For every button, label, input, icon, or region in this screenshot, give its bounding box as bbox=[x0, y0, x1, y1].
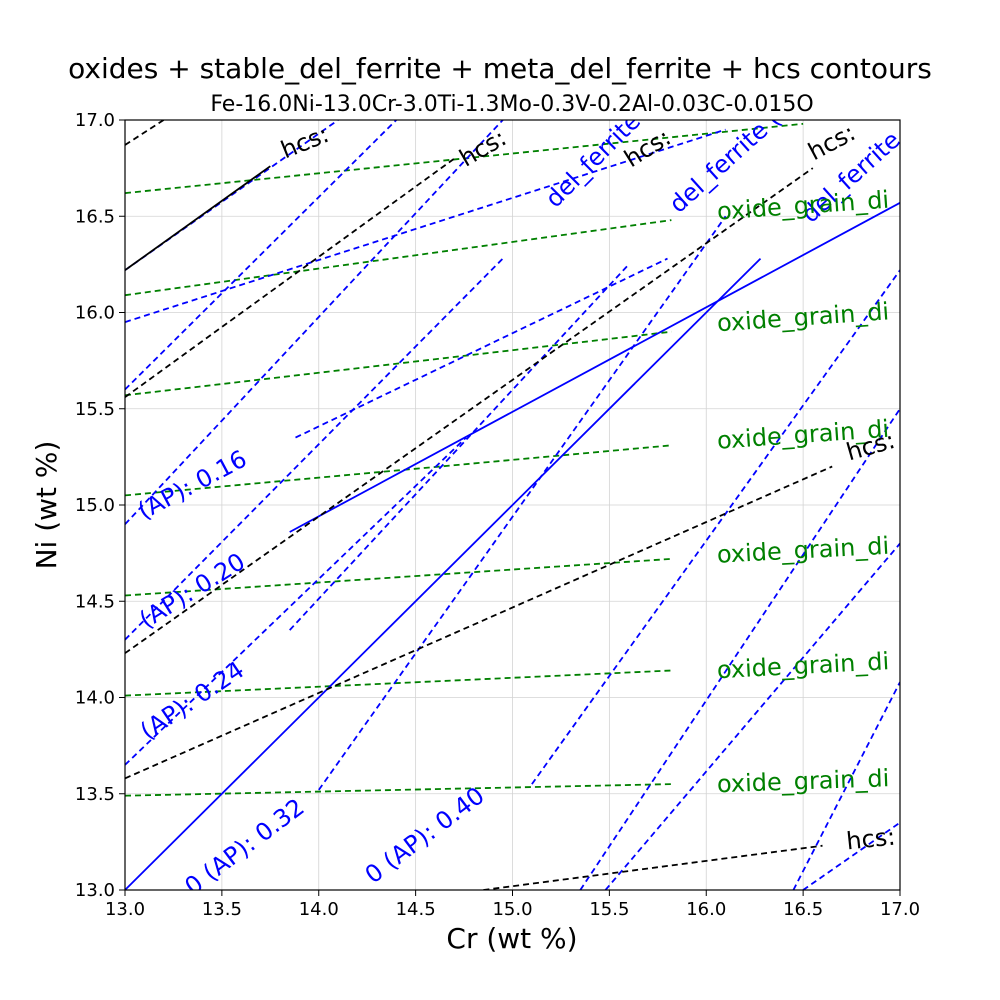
x-axis-label: Cr (wt %) bbox=[446, 922, 577, 955]
y-tick-label: 17.0 bbox=[75, 110, 115, 131]
y-tick-label: 13.0 bbox=[75, 880, 115, 901]
del-ferrite-contour-line bbox=[125, 120, 397, 391]
x-tick-label: 14.5 bbox=[396, 899, 436, 920]
contour-label: oxide_grain_di bbox=[716, 647, 890, 684]
oxide-contour-line bbox=[125, 444, 672, 497]
y-tick-label: 16.5 bbox=[75, 206, 115, 227]
y-tick-label: 14.5 bbox=[75, 591, 115, 612]
oxide-contour-line bbox=[125, 219, 672, 297]
hcs-contour-line bbox=[125, 465, 833, 780]
chart-title: oxides + stable_del_ferrite + meta_del_f… bbox=[68, 52, 932, 85]
contour-label: hcs: bbox=[845, 823, 897, 856]
del-ferrite-contour-line bbox=[125, 257, 762, 890]
del-ferrite-contour-line bbox=[531, 269, 900, 785]
del-ferrite-contour-line bbox=[125, 436, 467, 766]
y-axis-label: Ni (wt %) bbox=[30, 441, 63, 570]
x-tick-label: 16.0 bbox=[686, 899, 726, 920]
contour-label: hcs: bbox=[455, 124, 511, 173]
oxide-contour-line bbox=[125, 783, 672, 797]
x-tick-label: 13.5 bbox=[202, 899, 242, 920]
chart-subtitle: Fe-16.0Ni-13.0Cr-3.0Ti-1.3Mo-0.3V-0.2Al-… bbox=[210, 92, 813, 117]
x-tick-label: 17.0 bbox=[880, 899, 920, 920]
del-ferrite-contour-line bbox=[125, 128, 726, 323]
oxide-contour-line bbox=[125, 122, 804, 194]
y-tick-label: 15.5 bbox=[75, 399, 115, 420]
x-tick-label: 15.0 bbox=[492, 899, 532, 920]
del-ferrite-contour-line bbox=[579, 408, 900, 890]
contour-label: oxide_grain_di bbox=[716, 532, 890, 569]
del-ferrite-contour-line bbox=[318, 215, 727, 791]
del-ferrite-contour-line bbox=[792, 681, 900, 890]
contour-label: hcs: bbox=[277, 120, 333, 164]
x-tick-label: 13.0 bbox=[105, 899, 145, 920]
del-ferrite-contour-line bbox=[295, 257, 668, 439]
hcs-contour-line bbox=[125, 157, 455, 398]
contour-lines bbox=[125, 120, 900, 890]
oxide-contour-line bbox=[125, 669, 672, 697]
contour-label: 0 (AP): 0.32 bbox=[180, 793, 310, 901]
contour-label: (AP): 0.24 bbox=[135, 656, 249, 746]
hcs-contour-line bbox=[125, 167, 814, 654]
oxide-contour-line bbox=[125, 330, 672, 397]
y-tick-label: 14.0 bbox=[75, 688, 115, 709]
hcs-contour-line bbox=[483, 844, 823, 890]
y-tick-label: 15.0 bbox=[75, 495, 115, 516]
del-ferrite-contour-line bbox=[289, 263, 630, 631]
contour-label: (AP): 0.20 bbox=[134, 547, 250, 634]
contour-label: oxide_grain_di bbox=[716, 186, 890, 226]
y-tick-label: 16.0 bbox=[75, 303, 115, 324]
hcs-contour-line bbox=[125, 165, 271, 271]
x-tick-label: 16.5 bbox=[783, 899, 823, 920]
del-ferrite-contour-line bbox=[604, 542, 900, 890]
contour-label: 0 (AP): 0.40 bbox=[360, 781, 490, 889]
y-tick-label: 13.5 bbox=[75, 784, 115, 805]
hcs-contour-line bbox=[125, 120, 165, 146]
axis-ticks: 13.0 13.5 14.0 14.5 15.0 15.5 16.0 16.5 17.0 13.0… bbox=[75, 110, 920, 920]
contour-label: oxide_grain_di bbox=[716, 764, 889, 798]
x-tick-label: 14.0 bbox=[299, 899, 339, 920]
contour-label: (AP): 0.16 bbox=[133, 445, 251, 525]
del-ferrite-contour-line bbox=[125, 120, 504, 525]
contour-label: oxide_grain_di bbox=[716, 297, 890, 337]
del-ferrite-contour-line bbox=[289, 202, 900, 533]
x-tick-label: 15.5 bbox=[589, 899, 629, 920]
